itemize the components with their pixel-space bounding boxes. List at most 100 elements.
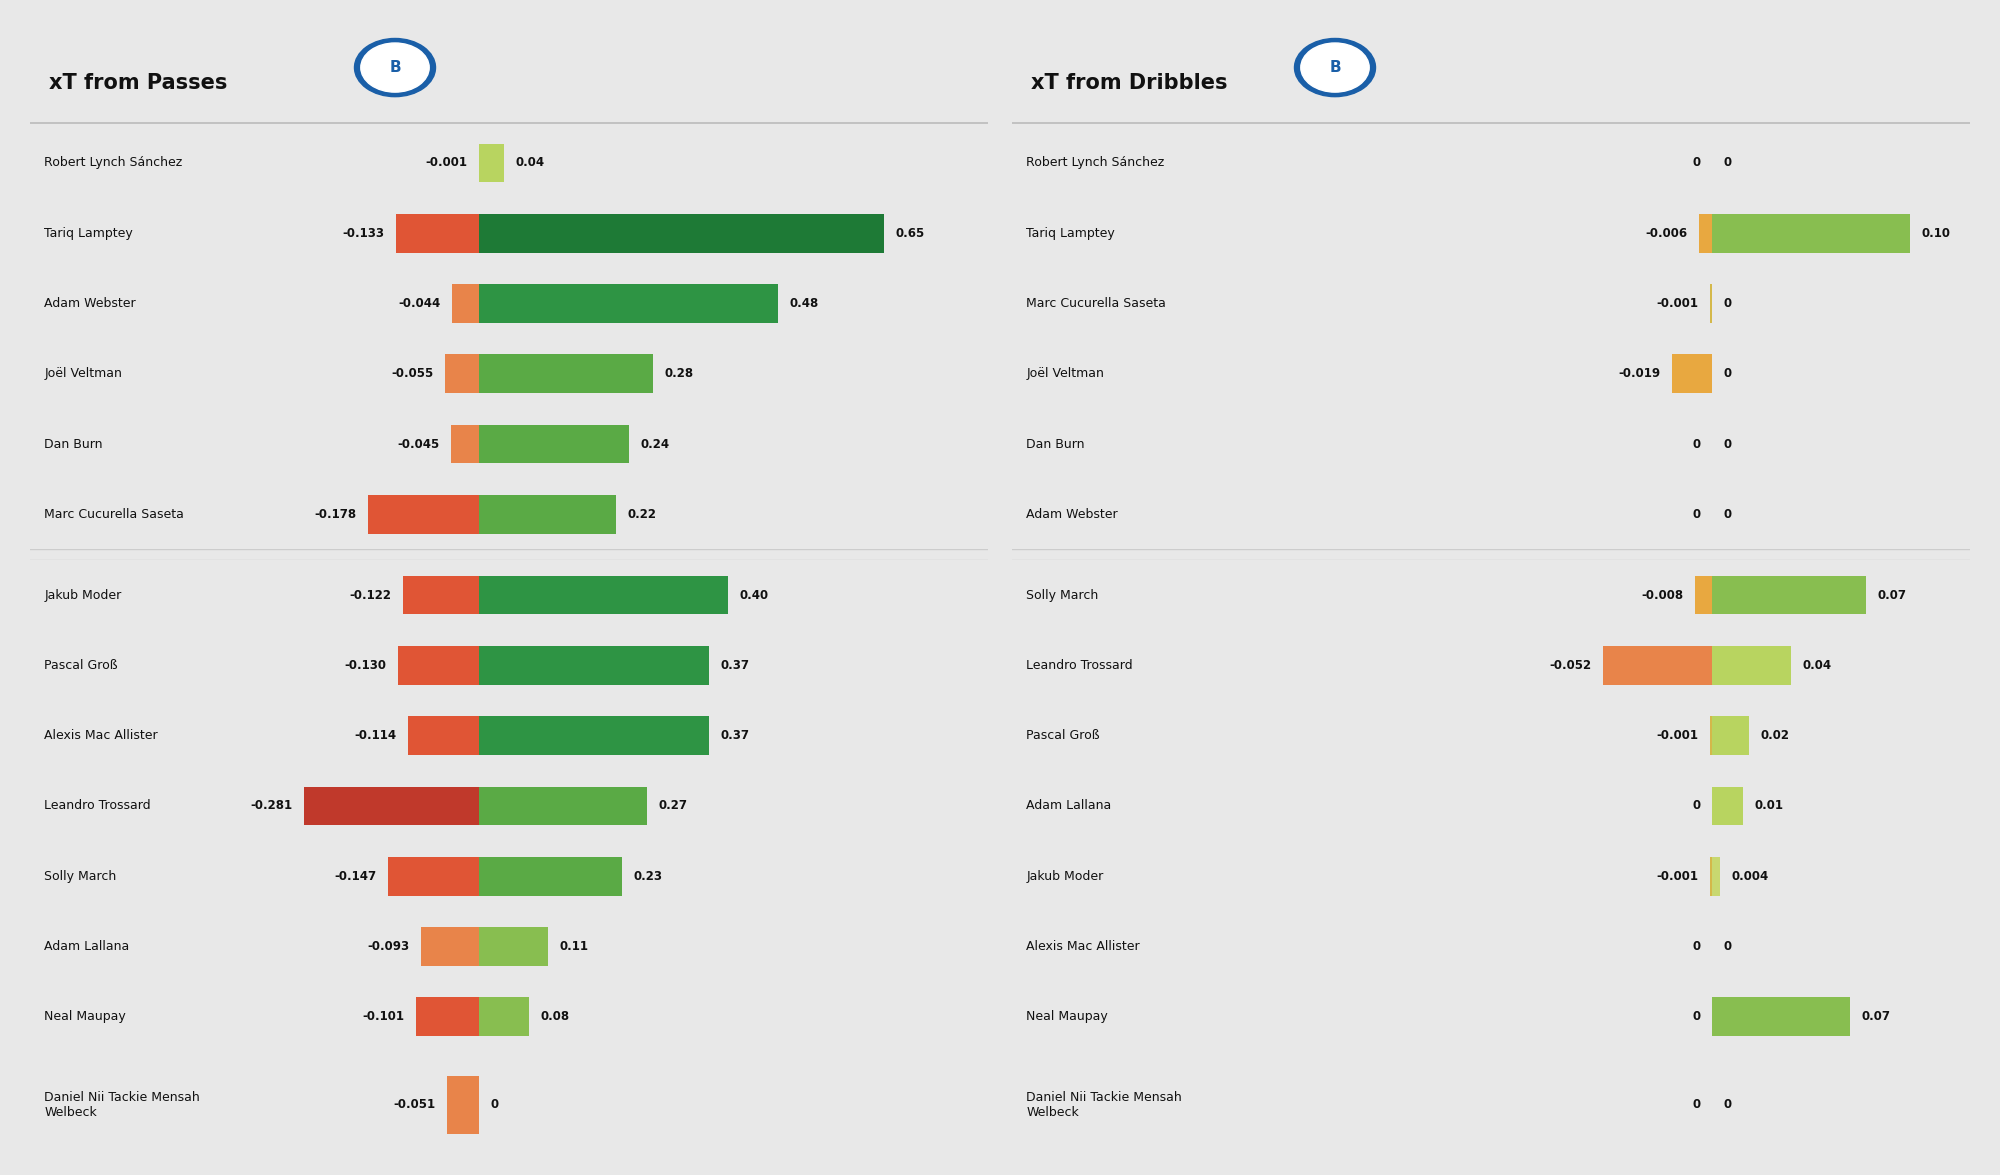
Text: 0.28: 0.28 [664,368,694,381]
Text: xT from Passes: xT from Passes [50,74,228,94]
Text: 0: 0 [1724,940,1732,953]
Text: 0: 0 [1692,437,1700,450]
Bar [1712,786,1744,825]
Text: Dan Burn: Dan Burn [1026,437,1084,450]
Text: Adam Lallana: Adam Lallana [44,940,130,953]
Bar [1712,646,1792,685]
Text: -0.093: -0.093 [368,940,410,953]
Text: 0.07: 0.07 [1862,1010,1890,1023]
Bar [480,646,710,685]
Text: Jakub Moder: Jakub Moder [44,589,122,602]
Text: -0.114: -0.114 [354,730,396,743]
Bar [1712,998,1850,1036]
Text: -0.122: -0.122 [350,589,392,602]
Text: B: B [1330,60,1340,75]
Bar [480,424,628,463]
Text: Alexis Mac Allister: Alexis Mac Allister [44,730,158,743]
Text: 0: 0 [1692,1010,1700,1023]
Bar [480,355,654,394]
Text: Pascal Groß: Pascal Groß [44,659,118,672]
Bar [304,786,480,825]
Text: 0.27: 0.27 [658,799,688,812]
Text: Adam Webster: Adam Webster [44,297,136,310]
Bar [480,717,710,756]
Text: Leandro Trossard: Leandro Trossard [44,799,150,812]
Text: Robert Lynch Sánchez: Robert Lynch Sánchez [44,156,182,169]
Text: 0.02: 0.02 [1760,730,1790,743]
Text: Tariq Lamptey: Tariq Lamptey [1026,227,1116,240]
Bar [408,717,480,756]
Bar [452,284,480,323]
Text: 0.08: 0.08 [540,1010,570,1023]
Text: -0.101: -0.101 [362,1010,404,1023]
Text: 0.11: 0.11 [560,940,588,953]
Text: -0.281: -0.281 [250,799,292,812]
Bar [444,355,480,394]
Bar [1712,214,1910,253]
Text: 0: 0 [1692,156,1700,169]
Bar [452,424,480,463]
Text: -0.045: -0.045 [398,437,440,450]
Bar [416,998,480,1036]
Bar [1710,717,1712,756]
Circle shape [1294,39,1376,96]
Text: -0.147: -0.147 [334,870,376,882]
Bar [1712,576,1866,615]
Bar [1604,646,1712,685]
Bar [1710,284,1712,323]
Text: -0.019: -0.019 [1618,368,1660,381]
Text: 0: 0 [1692,799,1700,812]
Bar [480,214,884,253]
Text: -0.001: -0.001 [1656,297,1698,310]
Bar [480,495,616,533]
Text: Neal Maupay: Neal Maupay [1026,1010,1108,1023]
Text: B: B [390,60,400,75]
Text: 0: 0 [1692,940,1700,953]
Text: 0: 0 [1724,1099,1732,1112]
Text: Joël Veltman: Joël Veltman [1026,368,1104,381]
Bar [480,786,648,825]
Text: Jakub Moder: Jakub Moder [1026,870,1104,882]
Text: 0.40: 0.40 [740,589,768,602]
Text: 0.65: 0.65 [896,227,924,240]
Text: 0: 0 [1692,508,1700,521]
Bar [480,284,778,323]
Text: Solly March: Solly March [44,870,116,882]
Text: 0.04: 0.04 [516,156,544,169]
Text: Marc Cucurella Saseta: Marc Cucurella Saseta [44,508,184,521]
Text: Pascal Groß: Pascal Groß [1026,730,1100,743]
Bar [1672,355,1712,394]
Bar [480,998,528,1036]
Text: Daniel Nii Tackie Mensah
Welbeck: Daniel Nii Tackie Mensah Welbeck [1026,1090,1182,1119]
Text: 0: 0 [1724,156,1732,169]
Text: Joël Veltman: Joël Veltman [44,368,122,381]
Text: -0.130: -0.130 [344,659,386,672]
Bar [1700,214,1712,253]
Text: -0.001: -0.001 [426,156,468,169]
Text: 0.04: 0.04 [1802,659,1832,672]
Text: -0.133: -0.133 [342,227,384,240]
Text: Marc Cucurella Saseta: Marc Cucurella Saseta [1026,297,1166,310]
Bar [388,857,480,895]
Bar [448,1075,480,1134]
Bar [480,143,504,182]
Circle shape [354,39,436,96]
Bar [1696,576,1712,615]
Text: 0: 0 [1724,437,1732,450]
Text: 0.24: 0.24 [640,437,670,450]
Text: -0.052: -0.052 [1550,659,1592,672]
Bar [396,214,480,253]
Text: Leandro Trossard: Leandro Trossard [1026,659,1132,672]
Text: Robert Lynch Sánchez: Robert Lynch Sánchez [1026,156,1164,169]
Text: Adam Webster: Adam Webster [1026,508,1118,521]
Bar [480,857,622,895]
Bar [422,927,480,966]
Bar [480,576,728,615]
Text: 0: 0 [1724,368,1732,381]
Text: -0.044: -0.044 [398,297,440,310]
Text: -0.006: -0.006 [1646,227,1688,240]
Text: -0.008: -0.008 [1642,589,1684,602]
Text: 0: 0 [1724,508,1732,521]
Text: Neal Maupay: Neal Maupay [44,1010,126,1023]
Text: Tariq Lamptey: Tariq Lamptey [44,227,134,240]
